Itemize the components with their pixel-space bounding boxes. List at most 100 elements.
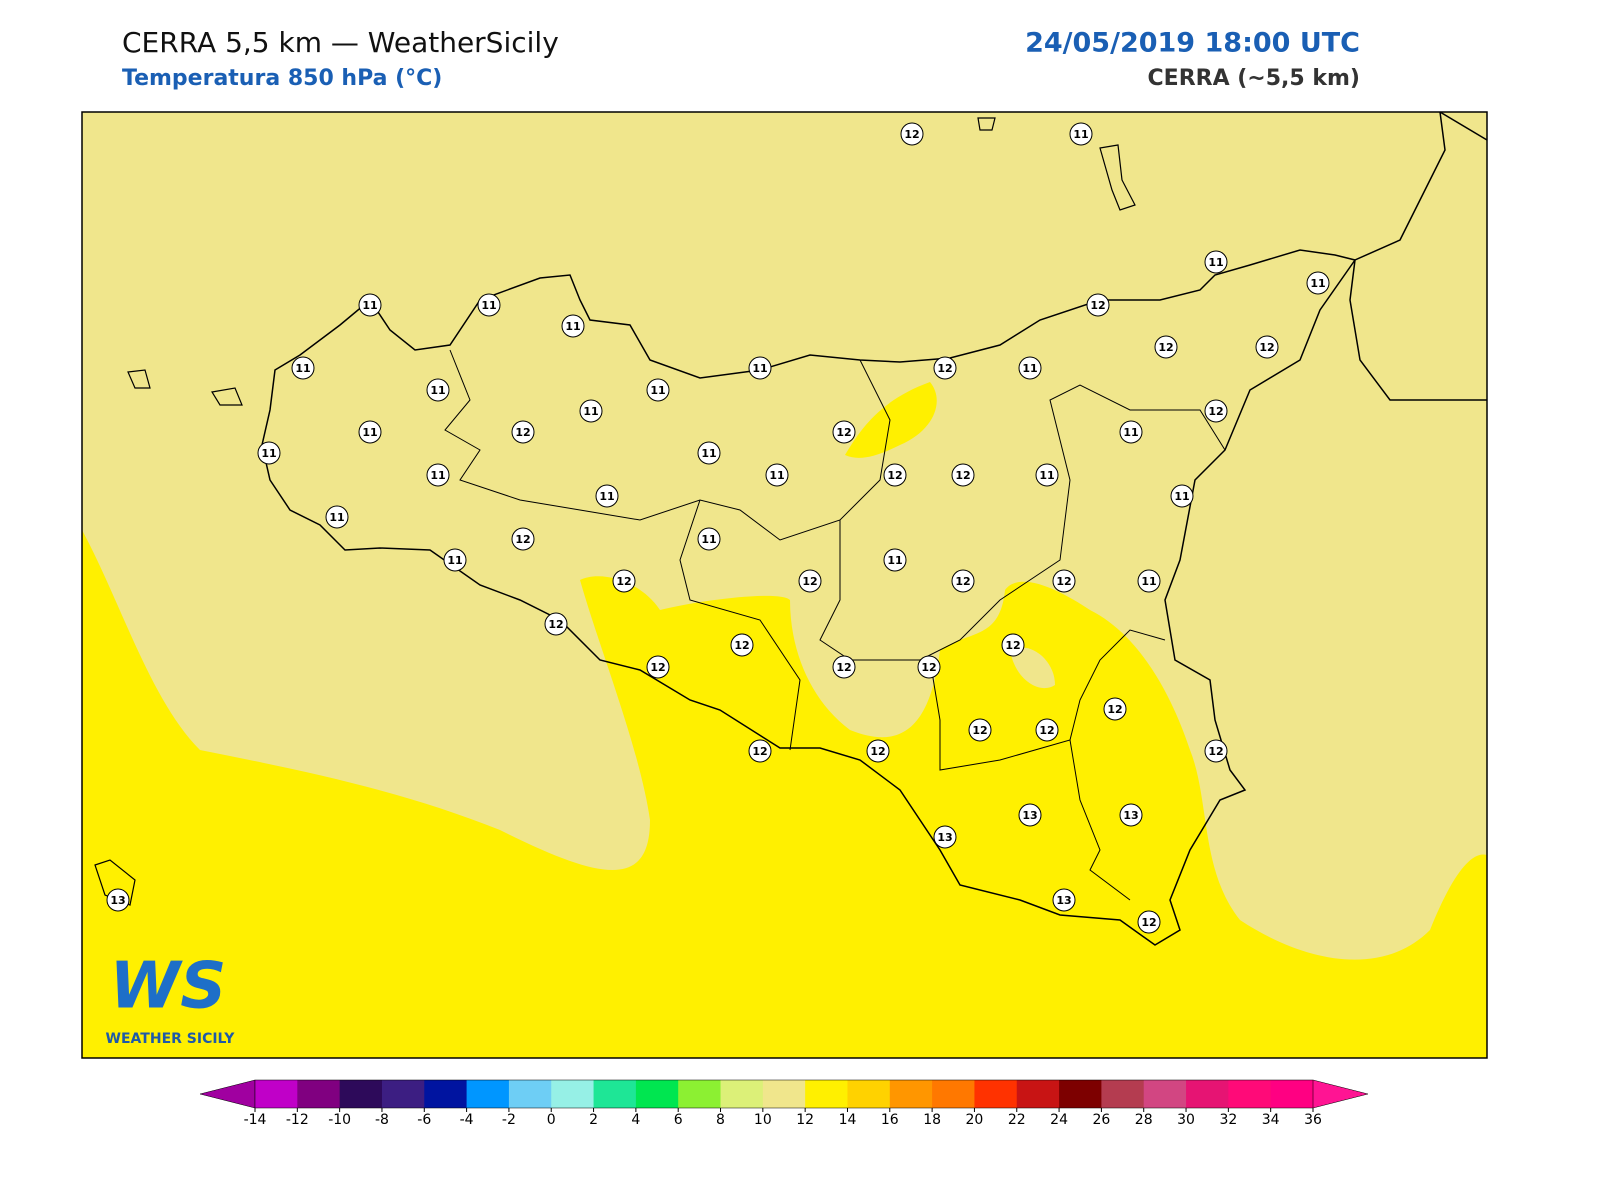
colorbar-tick-label: -10	[328, 1112, 351, 1128]
colorbar-tick-label: -12	[286, 1112, 309, 1128]
colorbar-bin	[1270, 1080, 1314, 1108]
colorbar-bin	[974, 1080, 1018, 1108]
station-value: 13	[1123, 809, 1138, 822]
station-marker	[1086, 293, 1110, 317]
station-marker	[697, 441, 721, 465]
colorbar-tick-label: 16	[881, 1112, 899, 1128]
colorbar-tick-label: 34	[1262, 1112, 1280, 1128]
station-value: 12	[955, 575, 970, 588]
colorbar-bin	[1228, 1080, 1272, 1108]
colorbar-bin	[551, 1080, 595, 1108]
station-value: 12	[548, 618, 563, 631]
colorbar-bin	[805, 1080, 848, 1108]
station-value: 12	[904, 128, 919, 141]
colorbar-bin	[593, 1080, 637, 1108]
station-value: 11	[769, 469, 784, 482]
station-value: 13	[110, 894, 125, 907]
station-value: 12	[1208, 405, 1223, 418]
station-value: 11	[1022, 362, 1037, 375]
cool-region	[1010, 647, 1055, 689]
colorbar-bin	[1016, 1080, 1060, 1108]
colorbar-tick-label: -8	[375, 1112, 389, 1128]
station-marker	[1204, 250, 1228, 274]
colorbar-tick-label: -6	[417, 1112, 431, 1128]
station-marker	[748, 356, 772, 380]
station-value: 12	[887, 469, 902, 482]
colorbar-tick-label: 8	[716, 1112, 725, 1128]
station-marker	[730, 633, 754, 657]
colorbar-bin	[762, 1080, 806, 1108]
colorbar-tick-label: 20	[966, 1112, 984, 1128]
calabria-coast	[1349, 111, 1487, 401]
station-marker	[1052, 888, 1076, 912]
station-value: 11	[1208, 256, 1223, 269]
station-value: 11	[430, 384, 445, 397]
colorbar-tick-label: 4	[631, 1112, 640, 1128]
station-value: 12	[1208, 745, 1223, 758]
station-marker	[883, 548, 907, 572]
station-value: 11	[565, 320, 580, 333]
station-value: 12	[515, 426, 530, 439]
logo-mark: WS	[110, 950, 227, 1024]
warm-region	[82, 530, 1487, 1058]
calabria-coast	[1439, 111, 1488, 141]
station-marker	[1069, 122, 1093, 146]
colorbar-over	[1312, 1079, 1369, 1109]
station-marker	[106, 888, 130, 912]
province-border	[819, 384, 1226, 661]
colorbar-bin	[466, 1080, 510, 1108]
station-marker	[748, 739, 772, 763]
station-value: 11	[701, 533, 716, 546]
station-marker	[883, 463, 907, 487]
station-marker	[1137, 569, 1161, 593]
station-value: 11	[752, 362, 767, 375]
station-marker	[257, 441, 281, 465]
station-value: 12	[1039, 724, 1054, 737]
station-value: 12	[1141, 916, 1156, 929]
station-marker	[579, 399, 603, 423]
province-border	[679, 499, 801, 751]
station-value: 12	[1056, 575, 1071, 588]
station-value: 12	[616, 575, 631, 588]
date: 24/05/2019 18:00 UTC	[1025, 28, 1360, 59]
station-marker	[832, 420, 856, 444]
station-marker	[646, 655, 670, 679]
station-marker	[1204, 399, 1228, 423]
station-marker	[595, 484, 619, 508]
station-value: 11	[583, 405, 598, 418]
station-value: 12	[972, 724, 987, 737]
station-value: 11	[329, 511, 344, 524]
station-marker	[477, 293, 501, 317]
colorbar-tick-label: 18	[923, 1112, 941, 1128]
colorbar-bin	[889, 1080, 933, 1108]
station-marker	[900, 122, 924, 146]
station-value: 12	[734, 639, 749, 652]
station-value: 12	[836, 426, 851, 439]
colorbar-bin	[678, 1080, 722, 1108]
station-value: 11	[261, 447, 276, 460]
station-marker	[1154, 335, 1178, 359]
station-marker	[544, 612, 568, 636]
station-value: 11	[362, 426, 377, 439]
coastline	[261, 249, 1357, 946]
station-value: 11	[650, 384, 665, 397]
colorbar-bin	[339, 1080, 383, 1108]
map: 12 11 11 11 11 11 11 12 12 12 11 11 12 11 11 11 11 12 11 12…	[81, 111, 1488, 1059]
station-marker	[917, 655, 941, 679]
station-value: 12	[752, 745, 767, 758]
map-frame	[81, 111, 1488, 1059]
station-marker	[511, 420, 535, 444]
station-value: 12	[955, 469, 970, 482]
station-value: 12	[921, 661, 936, 674]
station-marker	[646, 378, 670, 402]
station-marker	[291, 356, 315, 380]
station-marker	[951, 569, 975, 593]
station-marker	[798, 569, 822, 593]
station-value: 12	[836, 661, 851, 674]
colorbar-tick-label: 6	[674, 1112, 683, 1128]
station-value: 11	[599, 490, 614, 503]
warm-region	[845, 382, 937, 458]
station-value: 11	[1174, 490, 1189, 503]
station-value: 13	[1056, 894, 1071, 907]
